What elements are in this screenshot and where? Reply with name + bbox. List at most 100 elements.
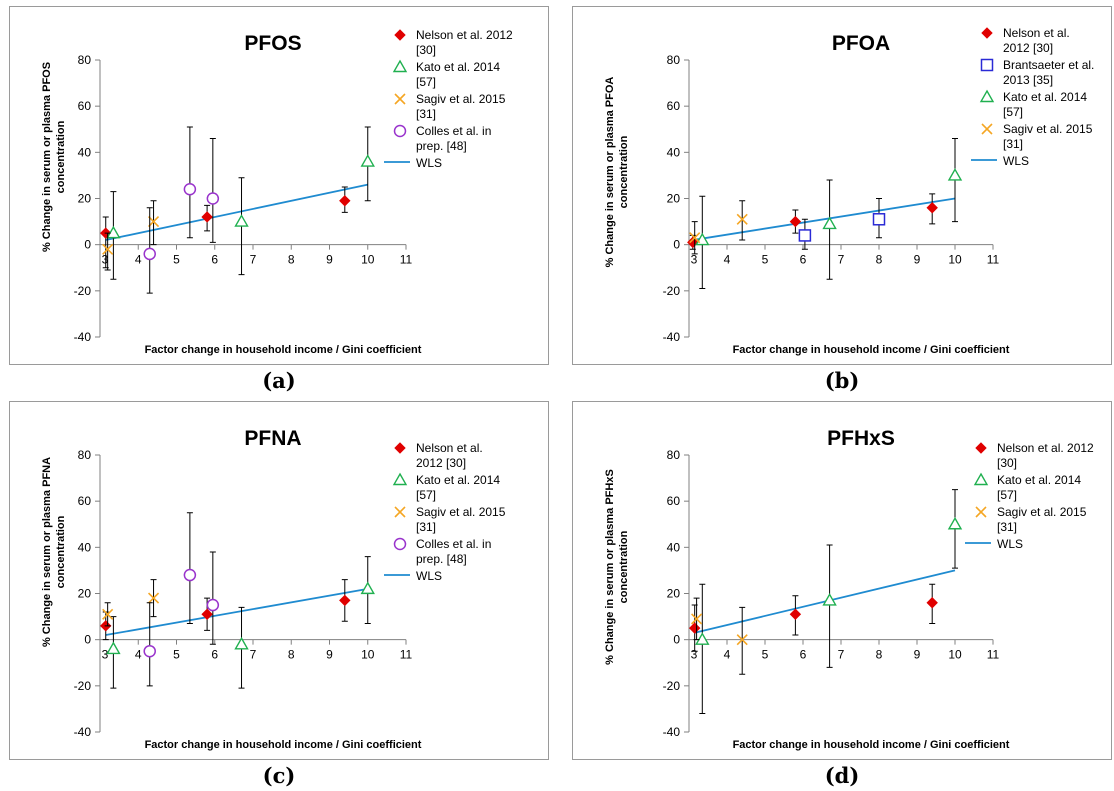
chart-panel-c: PFNA -40 -20 0 20 40 60 80 3 4 5 6 7 8 9 10 11 % Change i…	[9, 401, 549, 760]
y-tick-label: 20	[667, 192, 681, 206]
series-colles	[143, 512, 220, 687]
legend-label-sagiv: Sagiv et al. 2015 [31]	[1003, 122, 1093, 151]
chart-title: PFOA	[832, 32, 890, 55]
legend-label-sagiv: Sagiv et al. 2015 [31]	[416, 92, 506, 121]
legend-swatch-sagiv	[394, 93, 406, 105]
legend-label-sagiv: Sagiv et al. 2015 [31]	[416, 505, 506, 534]
data-point-kato	[822, 216, 837, 230]
series-sagiv	[691, 597, 748, 675]
error-bar	[186, 126, 193, 239]
error-bar	[699, 583, 706, 715]
legend-swatch-kato	[973, 472, 989, 486]
x-tick-label: 4	[724, 648, 731, 662]
data-point-kato	[234, 214, 249, 227]
x-tick-label: 3	[691, 253, 698, 267]
x-tick-label: 9	[326, 253, 333, 267]
data-point-sagiv	[147, 592, 160, 604]
x-tick-label: 10	[948, 648, 962, 662]
chart-svg-d: PFHxS -40 -20 0 20 40 60 80 3 4 5 6 7 8 9 10 11 % Change …	[604, 427, 1094, 751]
legend-label-nelson: Nelson et al. 2012 [30]	[997, 441, 1094, 470]
x-tick-label: 11	[400, 253, 413, 267]
data-point-kato	[106, 641, 121, 655]
data-point-kato	[234, 636, 249, 650]
data-point-nelson	[201, 211, 213, 223]
y-tick-label: -20	[663, 679, 681, 693]
chart-panel-d: PFHxS -40 -20 0 20 40 60 80 3 4 5 6 7 8 9 10 11 % Change …	[572, 401, 1112, 760]
data-point-nelson	[201, 608, 213, 620]
x-tick-label: 4	[135, 253, 142, 267]
y-tick-label: 20	[667, 587, 681, 601]
x-tick-label: 5	[173, 253, 180, 267]
series-kato	[106, 556, 375, 689]
y-tick-label: 40	[78, 540, 92, 554]
series-colles	[143, 126, 220, 294]
data-point-kato	[695, 632, 710, 645]
y-tick-label: 0	[673, 238, 680, 252]
y-tick-label: 80	[667, 53, 681, 67]
y-tick-label: 80	[667, 448, 681, 462]
series-nelson	[687, 193, 938, 250]
error-bar	[209, 137, 216, 243]
x-axis-label: Factor change in household income / Gini…	[733, 344, 1010, 356]
y-axis-label: % Change in serum or plasma PFOS concentr…	[41, 62, 67, 252]
error-bar	[826, 544, 833, 668]
data-point-brantsaeter	[798, 229, 812, 242]
x-axis-label: Factor change in household income / Gini…	[145, 344, 422, 356]
legend-label-wls: WLS	[416, 156, 442, 170]
data-point-nelson	[339, 195, 351, 207]
x-tick-label: 9	[914, 253, 921, 267]
legend-swatch-colles	[393, 124, 407, 138]
error-bar	[209, 551, 216, 645]
y-tick-label: -40	[663, 725, 681, 739]
x-tick-label: 7	[838, 253, 845, 267]
x-tick-label: 10	[361, 648, 375, 662]
y-tick-label: -40	[663, 330, 681, 344]
data-point-sagiv	[102, 608, 114, 620]
x-tick-label: 8	[288, 253, 295, 267]
series-brantsaeter	[798, 198, 886, 250]
x-tick-label: 11	[400, 648, 413, 662]
x-tick-label: 6	[211, 648, 218, 662]
y-tick-label: 40	[78, 145, 92, 159]
legend: Nelson et al. 2012 [30] Kato et al. 2014 [5…	[384, 28, 513, 170]
x-axis-label: Factor change in household income / Gini…	[733, 739, 1010, 751]
wls-regression-line	[105, 183, 368, 241]
legend-label-kato: Kato et al. 2014 [57]	[416, 60, 500, 89]
data-point-colles	[143, 247, 156, 261]
error-bar	[146, 602, 153, 687]
data-point-nelson	[688, 622, 701, 634]
legend-swatch-kato	[392, 472, 408, 486]
y-tick-label: -20	[663, 284, 681, 298]
data-point-kato	[360, 581, 375, 595]
legend-swatch-sagiv	[981, 123, 993, 135]
x-tick-label: 6	[211, 253, 218, 267]
x-tick-label: 7	[250, 253, 257, 267]
y-tick-label: 80	[78, 53, 92, 67]
legend-swatch-sagiv	[394, 506, 406, 518]
x-tick-label: 7	[838, 648, 845, 662]
series-sagiv	[689, 200, 748, 255]
data-point-sagiv	[691, 613, 703, 625]
legend-swatch-brantsaeter	[980, 58, 994, 72]
caption-a: (a)	[262, 368, 296, 393]
data-point-nelson	[789, 608, 802, 620]
y-tick-label: 40	[667, 540, 681, 554]
wls-regression-line	[105, 587, 368, 636]
data-point-kato	[947, 516, 963, 530]
x-tick-label: 10	[361, 253, 375, 267]
chart-svg-a: PFOS -40 -20 0 20 40 60 80 3 4 5 6 7 8 9 10 11 % Change i…	[41, 28, 513, 356]
error-bar	[104, 232, 111, 271]
error-bar	[739, 606, 746, 675]
y-tick-label: 0	[84, 238, 91, 252]
data-point-sagiv	[689, 232, 701, 244]
wls-regression-line	[692, 197, 956, 241]
data-point-nelson	[926, 597, 938, 609]
x-tick-label: 3	[102, 648, 109, 662]
series-kato	[695, 489, 963, 715]
series-kato	[695, 137, 963, 290]
legend-label-nelson: Nelson et al. 2012 [30]	[416, 441, 483, 470]
series-nelson	[100, 579, 351, 641]
data-point-sagiv	[736, 213, 748, 225]
data-point-colles	[143, 644, 156, 658]
y-tick-label: 60	[667, 99, 681, 113]
